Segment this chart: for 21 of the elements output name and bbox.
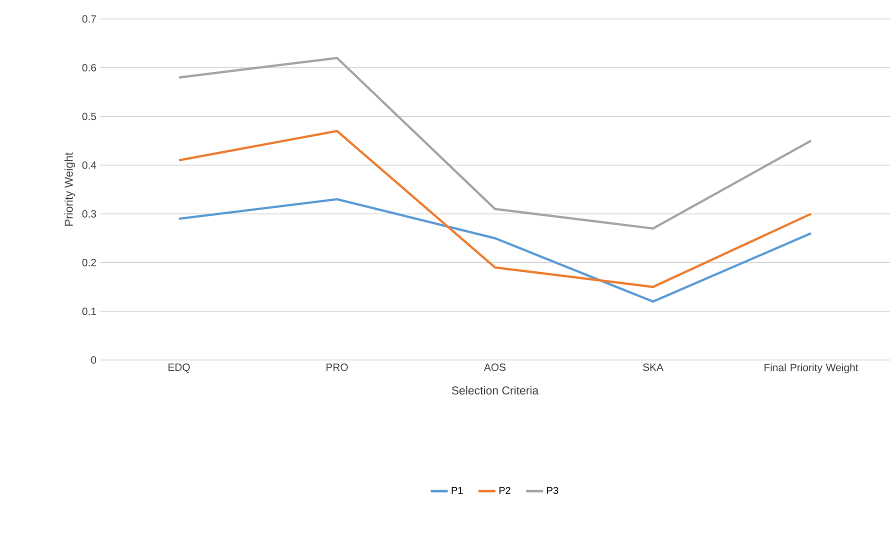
- x-tick-label: PRO: [326, 364, 348, 371]
- y-tick-label: 0.4: [82, 161, 96, 169]
- y-tick-label: 0.5: [82, 112, 96, 120]
- y-tick-label: 0.6: [82, 64, 96, 72]
- x-tick-label: AOS: [484, 364, 506, 371]
- y-tick-label: 0.3: [82, 210, 96, 218]
- y-tick-label: 0.2: [82, 258, 96, 266]
- legend-label: P3: [547, 486, 558, 494]
- legend-label: P1: [452, 486, 463, 494]
- y-tick-label: 0: [91, 356, 96, 364]
- legend-label: P2: [499, 486, 510, 494]
- x-tick-label: SKA: [643, 364, 664, 371]
- y-axis-title: Priority Weight: [64, 152, 76, 226]
- x-tick-label: EDQ: [168, 364, 190, 373]
- line-series: [178, 56, 812, 230]
- y-tick-label: 0.1: [82, 308, 96, 315]
- x-axis-title: Selection Criteria: [452, 386, 539, 395]
- line-series: [178, 198, 812, 303]
- line-series: [178, 130, 812, 288]
- y-tick-label: 0.7: [82, 15, 96, 23]
- x-tick-label: Final Priority Weight: [764, 364, 858, 374]
